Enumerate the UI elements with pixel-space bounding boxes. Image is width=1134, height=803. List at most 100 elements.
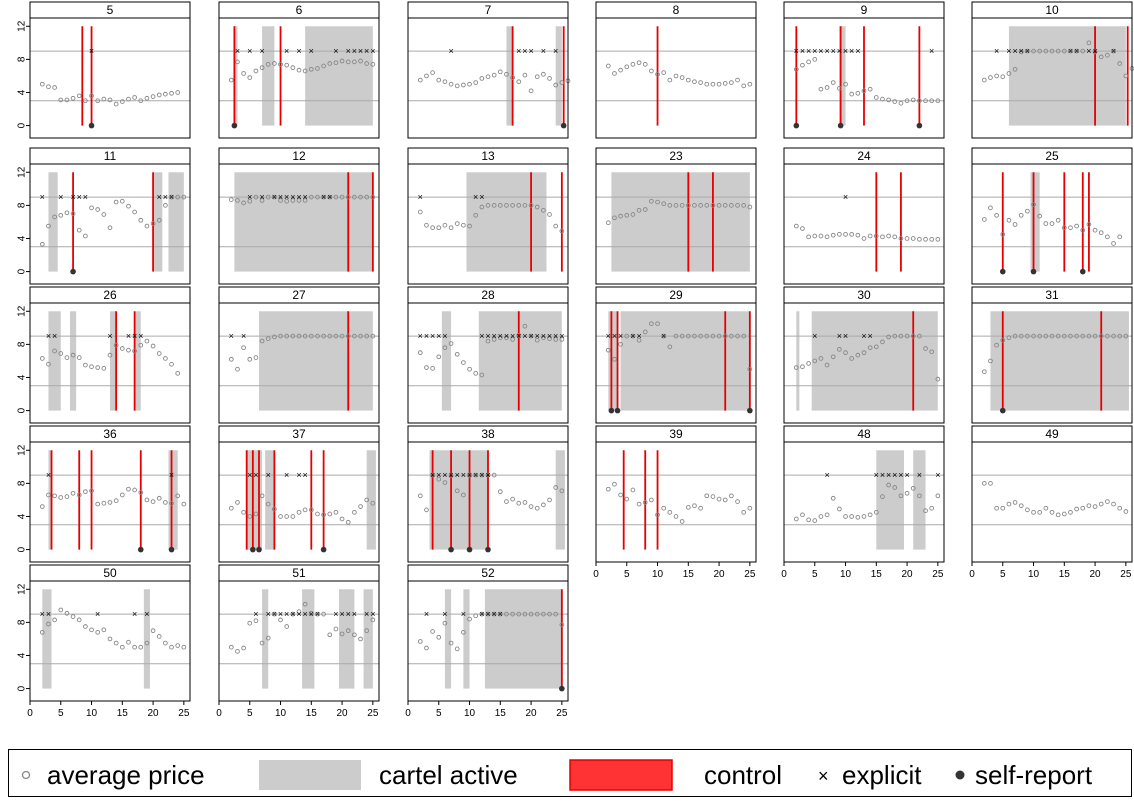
x-tick-label: 0: [216, 708, 222, 719]
price-point: [988, 205, 993, 211]
price-point: [1043, 505, 1049, 511]
price-point: [364, 61, 370, 66]
price-point: [39, 629, 45, 635]
price-point: [1012, 66, 1018, 72]
panel-52: 52× × × × × × ×0 5 10 15 20 25: [405, 564, 569, 719]
cartel-span: [506, 26, 513, 126]
price-point: [692, 203, 697, 208]
price-point: [504, 611, 509, 617]
price-point: [904, 98, 910, 104]
price-point: [491, 337, 497, 342]
plot-frame: [218, 17, 380, 139]
explicit-marker: ×: [46, 470, 51, 480]
price-point: [747, 204, 753, 210]
cartel-span: [876, 450, 904, 550]
price-point: [290, 198, 296, 203]
price-point: [119, 644, 125, 650]
price-point: [1025, 333, 1030, 339]
explicit-marker: ×: [358, 46, 363, 56]
explicit-marker: ×: [467, 470, 472, 480]
price-point: [259, 65, 265, 71]
price-point: [892, 333, 898, 339]
price-point: [806, 59, 811, 65]
panel-25: 25: [971, 147, 1133, 285]
price-point: [89, 93, 94, 99]
cartel-span: [262, 26, 275, 126]
explicit-marker: ×: [874, 470, 879, 480]
price-point: [1000, 74, 1006, 80]
price-point: [352, 632, 357, 638]
x-tick-label: 10: [275, 708, 287, 719]
price-point: [793, 223, 799, 229]
price-point: [1049, 333, 1055, 339]
explicit-marker: ×: [241, 331, 246, 341]
price-point: [981, 481, 987, 486]
price-point: [76, 227, 82, 233]
self-report-marker: [793, 122, 800, 129]
price-point: [667, 344, 673, 350]
price-point: [843, 81, 848, 87]
plot-frame: [783, 441, 945, 563]
price-point: [272, 194, 277, 200]
price-point: [290, 65, 296, 71]
price-point: [430, 70, 435, 75]
price-point: [1025, 48, 1030, 54]
price-point: [873, 233, 879, 239]
price-point: [1055, 333, 1061, 339]
price-point: [126, 96, 131, 102]
price-point: [156, 351, 162, 356]
plot-area: [972, 164, 1132, 284]
plot-frame: [407, 580, 569, 702]
explicit-marker: ×: [1025, 46, 1030, 56]
price-point: [345, 59, 351, 65]
legend: average price cartel active control × ex…: [8, 749, 1132, 797]
plot-frame: [783, 163, 945, 285]
price-point: [1105, 234, 1110, 240]
explicit-marker: ×: [333, 609, 338, 619]
explicit-marker: ×: [461, 609, 466, 619]
price-point: [981, 217, 987, 222]
price-point: [175, 90, 181, 95]
price-point: [1080, 505, 1086, 511]
price-point: [553, 337, 559, 342]
price-point: [935, 98, 941, 104]
price-point: [70, 352, 76, 358]
explicit-marker: ×: [868, 331, 873, 341]
price-point: [849, 231, 855, 237]
price-point: [1086, 503, 1092, 509]
explicit-marker: ×: [522, 331, 527, 341]
price-point: [1043, 221, 1049, 226]
price-point: [917, 493, 922, 499]
price-point: [679, 203, 685, 208]
price-point: [904, 236, 910, 241]
explicit-marker: ×: [636, 331, 641, 341]
price-point: [454, 221, 460, 226]
price-point: [741, 203, 747, 208]
price-point: [107, 500, 113, 505]
plot-frame: [971, 302, 1133, 424]
price-point: [534, 337, 540, 343]
explicit-marker: ×: [1074, 46, 1079, 56]
price-point: [729, 333, 734, 339]
explicit-marker: ×: [994, 46, 999, 56]
price-point: [126, 347, 131, 353]
price-point: [89, 205, 94, 211]
panel-title: 25: [1045, 149, 1059, 163]
price-point: [119, 198, 125, 204]
explicit-marker: ×: [1012, 46, 1017, 56]
price-point: [504, 71, 509, 77]
price-point: [138, 342, 144, 348]
price-point: [1025, 507, 1030, 513]
price-point: [994, 73, 999, 79]
price-point: [83, 233, 88, 239]
price-point: [358, 58, 363, 64]
panel-37: 37× × × × × ×: [218, 425, 380, 563]
self-report-marker: [1030, 268, 1037, 275]
price-point: [39, 241, 45, 247]
price-point: [175, 493, 181, 499]
explicit-marker: ×: [553, 46, 558, 56]
price-point: [710, 81, 716, 87]
y-tick-label: 12: [17, 583, 28, 595]
price-point: [1055, 512, 1061, 518]
